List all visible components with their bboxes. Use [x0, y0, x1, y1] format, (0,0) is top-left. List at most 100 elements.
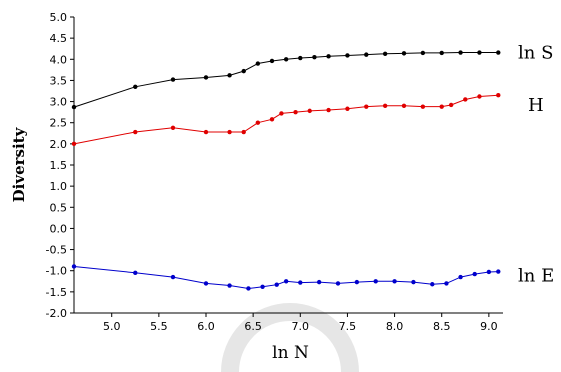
y-tick-label: -2.0: [46, 307, 67, 320]
y-tick-label: -1.0: [46, 265, 67, 278]
x-axis-label: ln N: [272, 343, 309, 363]
data-point-h: [307, 108, 312, 114]
watermark-arc: [221, 303, 359, 372]
data-point-ln-e: [170, 274, 176, 280]
x-tick-label: 6.5: [244, 320, 262, 333]
x-tick-label: 7.5: [339, 320, 357, 333]
data-point-ln-e: [227, 283, 232, 288]
x-tick-label: 7.0: [292, 320, 310, 333]
data-point-h: [269, 117, 275, 122]
y-tick-label: 4.5: [50, 32, 68, 45]
data-point-ln-s: [477, 50, 482, 55]
data-point-ln-e: [411, 279, 416, 285]
data-point-ln-e: [430, 282, 435, 287]
data-point-ln-e: [444, 281, 449, 286]
series-labels: ln S Hln E: [518, 43, 554, 287]
series-line-ln-e: [73, 266, 499, 290]
data-point-ln-e: [133, 270, 138, 276]
data-point-h: [364, 104, 369, 109]
data-point-ln-e: [354, 279, 360, 285]
data-point-ln-s: [326, 54, 331, 59]
y-axis-label: Diversity: [10, 126, 28, 202]
y-tick-label: 3.5: [50, 74, 68, 87]
series-layer: [71, 50, 501, 291]
axes: [73, 17, 503, 314]
x-tick-label: 5.5: [150, 320, 168, 333]
data-point-ln-e: [373, 279, 378, 284]
data-point-ln-s: [269, 58, 275, 64]
data-point-ln-s: [71, 104, 77, 110]
data-point-ln-e: [71, 264, 77, 269]
data-point-h: [448, 102, 454, 108]
y-tick-label: 5.0: [50, 11, 68, 24]
y-ticks: -2.0 -1.5 -1.0 -0.5 0.0 0.5 1.0 1.5 2.0 2.5 3.0 3.5…: [46, 11, 74, 320]
data-point-ln-s: [364, 52, 369, 57]
x-tick-label: 8.5: [433, 320, 451, 333]
data-point-ln-e: [392, 279, 397, 284]
data-point-ln-e: [260, 284, 265, 289]
x-tick-label: 9.0: [480, 320, 498, 333]
y-tick-label: 0.0: [50, 222, 68, 235]
data-point-ln-s: [298, 55, 303, 61]
data-point-h: [293, 109, 298, 115]
data-point-ln-s: [312, 54, 317, 60]
y-tick-label: 1.5: [50, 159, 68, 172]
data-point-h: [170, 125, 176, 130]
x-tick-label: 6.0: [197, 320, 215, 333]
data-point-ln-e: [486, 269, 492, 275]
data-point-ln-s: [255, 61, 261, 66]
data-point-ln-e: [274, 282, 279, 287]
data-point-h: [279, 111, 284, 116]
data-point-ln-e: [472, 271, 477, 277]
data-point-ln-s: [420, 50, 426, 56]
series-ln-s: [71, 50, 501, 110]
y-tick-label: 4.0: [50, 53, 68, 66]
y-tick-label: 2.5: [50, 117, 68, 130]
data-point-h: [133, 129, 138, 135]
series-line-h: [73, 94, 499, 145]
data-point-ln-e: [283, 279, 289, 284]
data-point-h: [401, 103, 407, 109]
series-label-h: H: [528, 95, 544, 116]
data-point-ln-s: [170, 77, 176, 82]
data-point-ln-e: [298, 280, 303, 285]
data-point-ln-s: [439, 50, 444, 56]
data-point-h: [255, 120, 261, 125]
data-point-ln-s: [401, 51, 407, 56]
series-label-ln-s: ln S: [518, 43, 553, 64]
series-ln-e: [71, 264, 501, 291]
data-point-ln-e: [496, 269, 501, 274]
data-point-h: [439, 104, 444, 109]
data-point-h: [345, 106, 350, 111]
data-point-ln-s: [496, 50, 501, 55]
data-point-ln-e: [203, 281, 209, 286]
data-point-h: [463, 97, 468, 102]
data-point-ln-s: [203, 75, 209, 80]
data-point-h: [496, 93, 501, 98]
data-point-ln-s: [283, 57, 289, 62]
data-point-h: [203, 129, 209, 135]
data-point-ln-e: [335, 281, 341, 286]
data-point-ln-s: [227, 73, 232, 78]
series-h: [71, 93, 501, 147]
y-tick-label: 0.5: [50, 201, 68, 214]
x-ticks: 5.0 5.5 6.0 6.5 7.0 7.5 8.0 8.5 9.0: [103, 313, 498, 333]
data-point-h: [420, 104, 426, 109]
data-point-h: [71, 141, 77, 147]
series-label-ln-e: ln E: [518, 266, 554, 287]
data-point-ln-e: [316, 279, 322, 285]
y-tick-label: -1.5: [46, 286, 67, 299]
x-tick-label: 5.0: [103, 320, 121, 333]
data-point-ln-s: [458, 50, 463, 55]
data-point-h: [227, 129, 232, 135]
data-point-ln-s: [133, 84, 138, 89]
data-point-h: [326, 107, 331, 113]
x-tick-label: 8.0: [386, 320, 404, 333]
y-tick-label: 2.0: [50, 138, 68, 151]
data-point-ln-s: [382, 51, 388, 56]
data-point-ln-s: [241, 68, 246, 74]
data-point-ln-e: [246, 286, 251, 291]
data-point-h: [241, 129, 246, 135]
data-point-ln-s: [345, 53, 350, 58]
